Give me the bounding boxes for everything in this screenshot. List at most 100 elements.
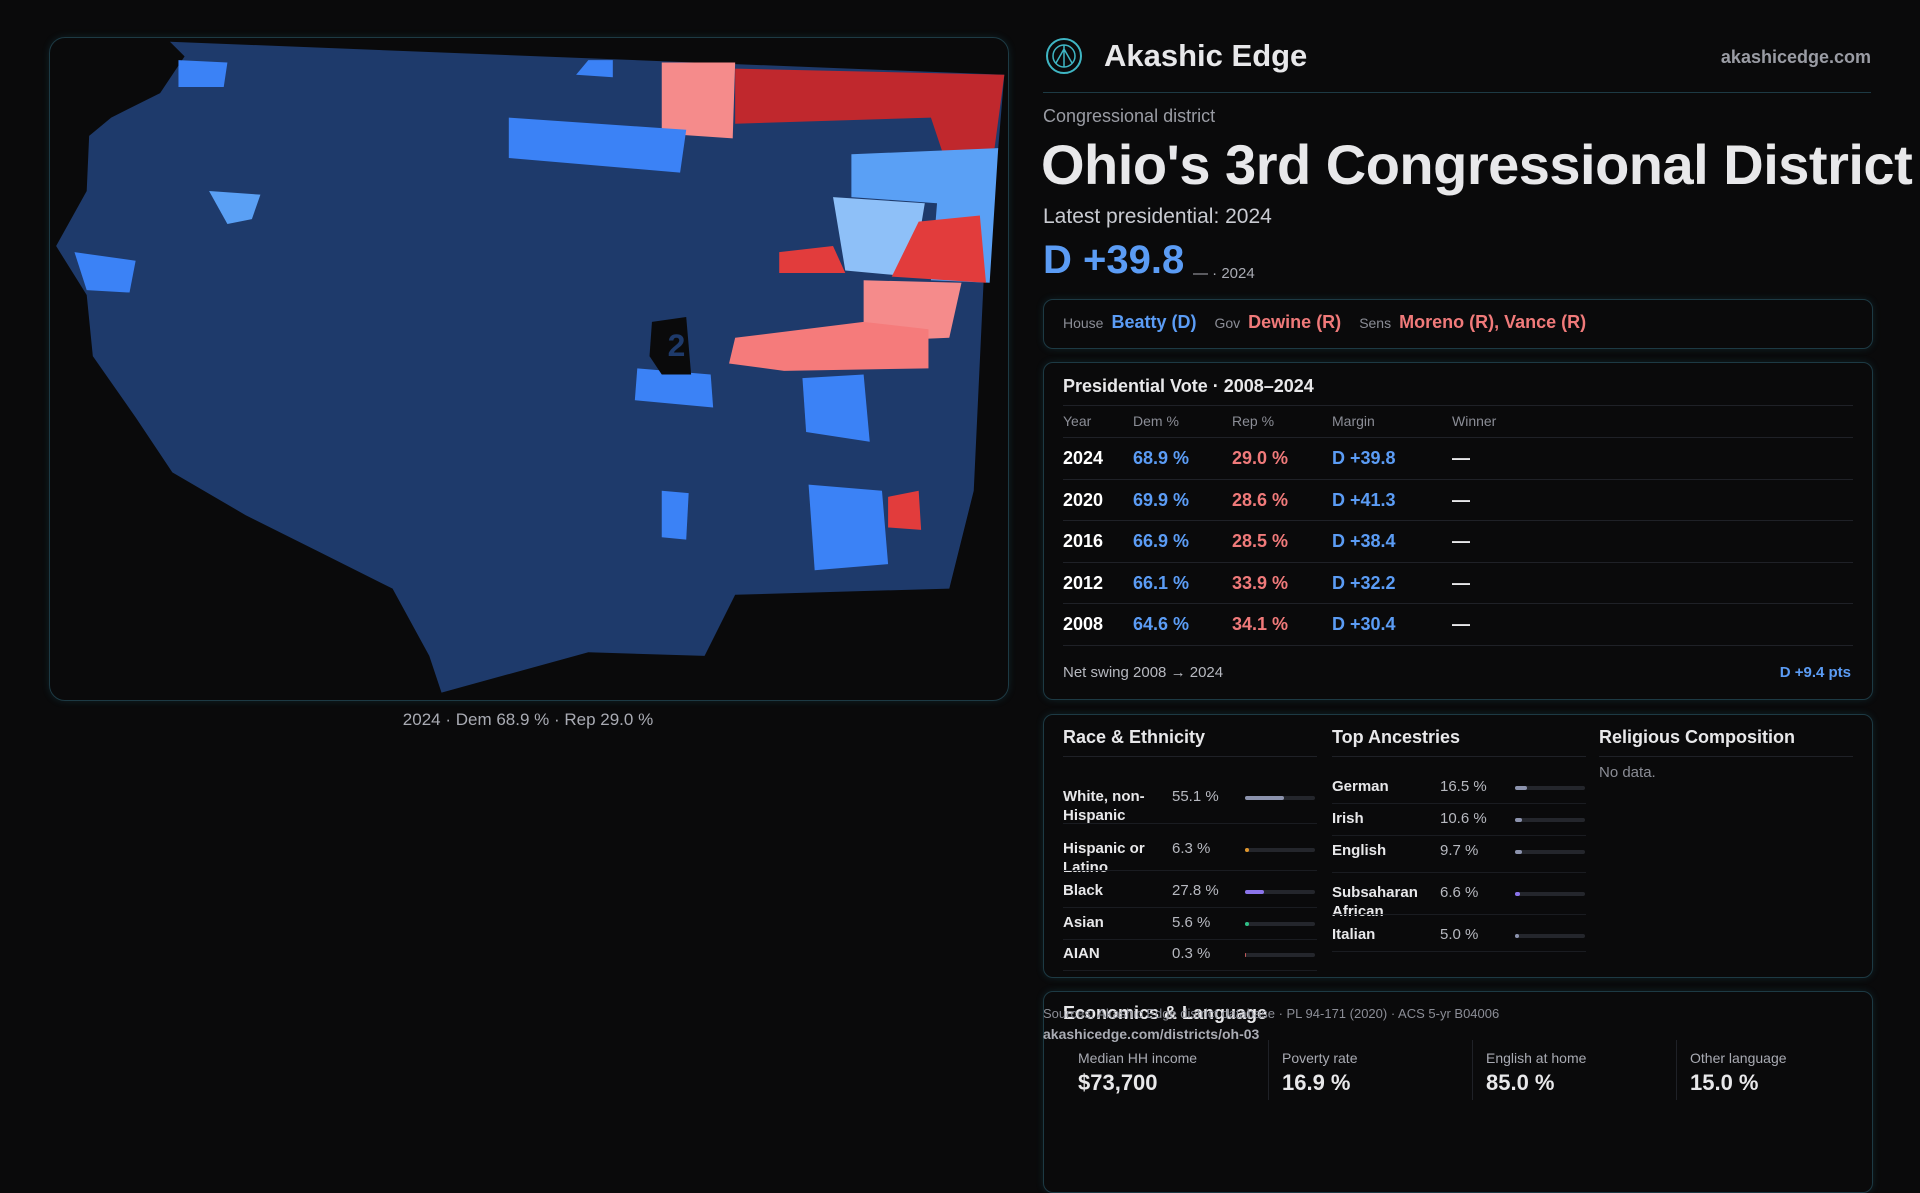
table-cell: D +30.4 (1332, 614, 1396, 635)
official-name: Moreno (R), Vance (R) (1399, 312, 1586, 332)
table-cell: D +38.4 (1332, 531, 1396, 552)
item-value: 5.6 % (1172, 914, 1210, 931)
item-value: 10.6 % (1440, 810, 1487, 827)
section-title: Race & Ethnicity (1063, 727, 1205, 748)
map-label: 2 (668, 327, 686, 363)
item-value: 9.7 % (1440, 842, 1478, 859)
map: 2 (50, 38, 1008, 700)
bar-track (1515, 934, 1585, 938)
column-header: Year (1063, 413, 1091, 429)
bar-track (1515, 850, 1585, 854)
column-header: Dem % (1133, 413, 1179, 429)
item-value: 6.3 % (1172, 840, 1210, 857)
bar (1245, 890, 1264, 894)
column-rule (1676, 1040, 1677, 1100)
item-rule (1063, 870, 1317, 871)
econ-label: Median HH income (1078, 1050, 1197, 1066)
item-value: 27.8 % (1172, 882, 1219, 899)
table-cell: 29.0 % (1232, 448, 1288, 469)
table-cell: 2008 (1063, 614, 1103, 635)
item-value: 55.1 % (1172, 788, 1219, 805)
item-value: 0.3 % (1172, 945, 1210, 962)
map-panel: 2 (49, 37, 1009, 701)
bar (1245, 796, 1284, 800)
item-rule (1332, 835, 1586, 836)
page: 2 2024 · Dem 68.9 % · Rep 29.0 % Akashic… (0, 0, 1920, 1080)
table-cell: 66.1 % (1133, 573, 1189, 594)
official-name: Dewine (R) (1248, 312, 1341, 332)
map-caption: 2024 · Dem 68.9 % · Rep 29.0 % (403, 710, 653, 730)
site-link[interactable]: akashicedge.com (1721, 47, 1871, 68)
table-cell: 68.9 % (1133, 448, 1189, 469)
map-region (662, 63, 735, 139)
map-region (178, 60, 227, 87)
item-rule (1332, 914, 1586, 915)
table-cell: 28.5 % (1232, 531, 1288, 552)
district-title: Ohio's 3rd Congressional District (1041, 132, 1912, 197)
econ-value: $73,700 (1078, 1070, 1158, 1096)
table-cell: 28.6 % (1232, 490, 1288, 511)
item-label: Irish (1332, 809, 1437, 828)
item-rule (1063, 823, 1317, 824)
econ-value: 16.9 % (1282, 1070, 1351, 1096)
table-cell: — (1452, 614, 1470, 635)
sources: Sources: Akashic Edge district database … (1043, 1006, 1499, 1021)
table-cell: 2020 (1063, 490, 1103, 511)
table-cell: — (1452, 531, 1470, 552)
swing-label: Net swing 2008 → 2024 (1063, 664, 1223, 681)
bar-track (1245, 848, 1315, 852)
column-header: Margin (1332, 413, 1375, 429)
brand: Akashic Edge (1104, 38, 1307, 74)
bar (1515, 892, 1520, 896)
table-cell: D +32.2 (1332, 573, 1396, 594)
bar-track (1515, 892, 1585, 896)
official-role: Sens (1359, 315, 1391, 331)
section-title: Religious Composition (1599, 727, 1795, 748)
item-label: Hispanic or Latino (1063, 839, 1168, 877)
item-value: 5.0 % (1440, 926, 1478, 943)
swing-value: D +9.4 pts (1780, 664, 1851, 681)
item-value: 16.5 % (1440, 778, 1487, 795)
row-rule (1063, 603, 1853, 604)
map-region (662, 491, 689, 540)
item-label: White, non-Hispanic (1063, 787, 1168, 825)
table-cell: 2024 (1063, 448, 1103, 469)
item-label: English (1332, 841, 1437, 860)
section-title: Top Ancestries (1332, 727, 1460, 748)
map-region (888, 491, 921, 530)
econ-value: 85.0 % (1486, 1070, 1555, 1096)
row-rule (1063, 520, 1853, 521)
latest-label: Latest presidential: 2024 (1043, 205, 1272, 229)
bar (1515, 786, 1527, 790)
section-title: Presidential Vote · 2008–2024 (1063, 376, 1314, 397)
item-rule (1332, 803, 1586, 804)
table-cell: — (1452, 490, 1470, 511)
official-role: House (1063, 315, 1103, 331)
bar-track (1515, 818, 1585, 822)
row-rule (1063, 437, 1853, 438)
econ-label: Poverty rate (1282, 1050, 1357, 1066)
item-value: 6.6 % (1440, 884, 1478, 901)
column-rule (1472, 1040, 1473, 1100)
econ-value: 15.0 % (1690, 1070, 1759, 1096)
column-header: Winner (1452, 413, 1496, 429)
bar-track (1245, 922, 1315, 926)
item-label: Italian (1332, 925, 1437, 944)
map-region (802, 375, 869, 442)
table-cell: 34.1 % (1232, 614, 1288, 635)
item-label: German (1332, 777, 1437, 796)
column-header: Rep % (1232, 413, 1274, 429)
kicker: Congressional district (1043, 106, 1215, 127)
econ-label: English at home (1486, 1050, 1586, 1066)
table-cell: 33.9 % (1232, 573, 1288, 594)
url[interactable]: akashicedge.com/districts/oh-03 (1043, 1026, 1259, 1042)
column-rule (1268, 1040, 1269, 1100)
bar (1515, 850, 1522, 854)
row-rule (1063, 562, 1853, 563)
column-rule (1063, 405, 1853, 406)
item-rule (1063, 970, 1317, 971)
table-cell: 64.6 % (1133, 614, 1189, 635)
item-label: Black (1063, 881, 1168, 900)
item-rule (1063, 907, 1317, 908)
table-cell: 2016 (1063, 531, 1103, 552)
